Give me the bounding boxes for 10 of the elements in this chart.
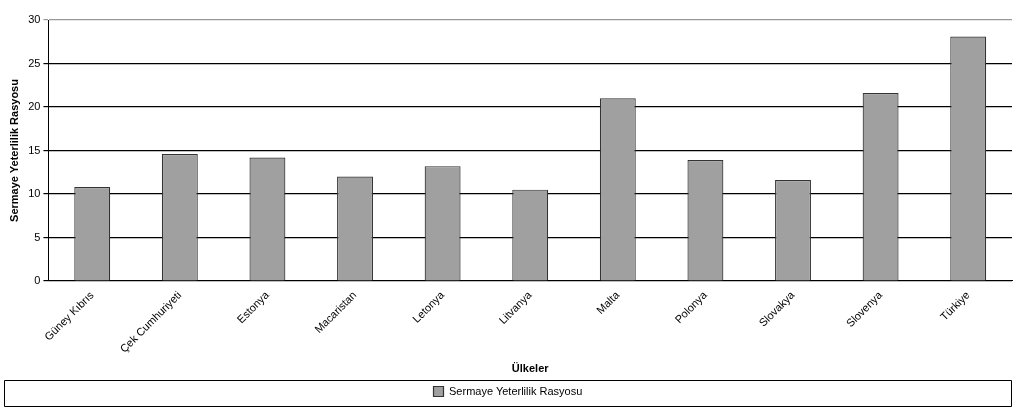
y-tick-label: 20 (28, 100, 41, 113)
y-tick-label: 15 (28, 143, 41, 156)
y-axis-title: Sermaye Yeterlilik Rasyosu (7, 79, 20, 222)
y-tick-label: 30 (28, 13, 41, 26)
legend-label: Sermaye Yeterlilik Rasyosu (449, 384, 583, 397)
x-axis-title: Ülkeler (511, 362, 550, 375)
y-tick-label: 0 (34, 274, 41, 287)
y-tick-label: 25 (28, 56, 41, 69)
y-tick-label: 5 (34, 230, 41, 243)
y-tick-label: 10 (28, 187, 41, 200)
